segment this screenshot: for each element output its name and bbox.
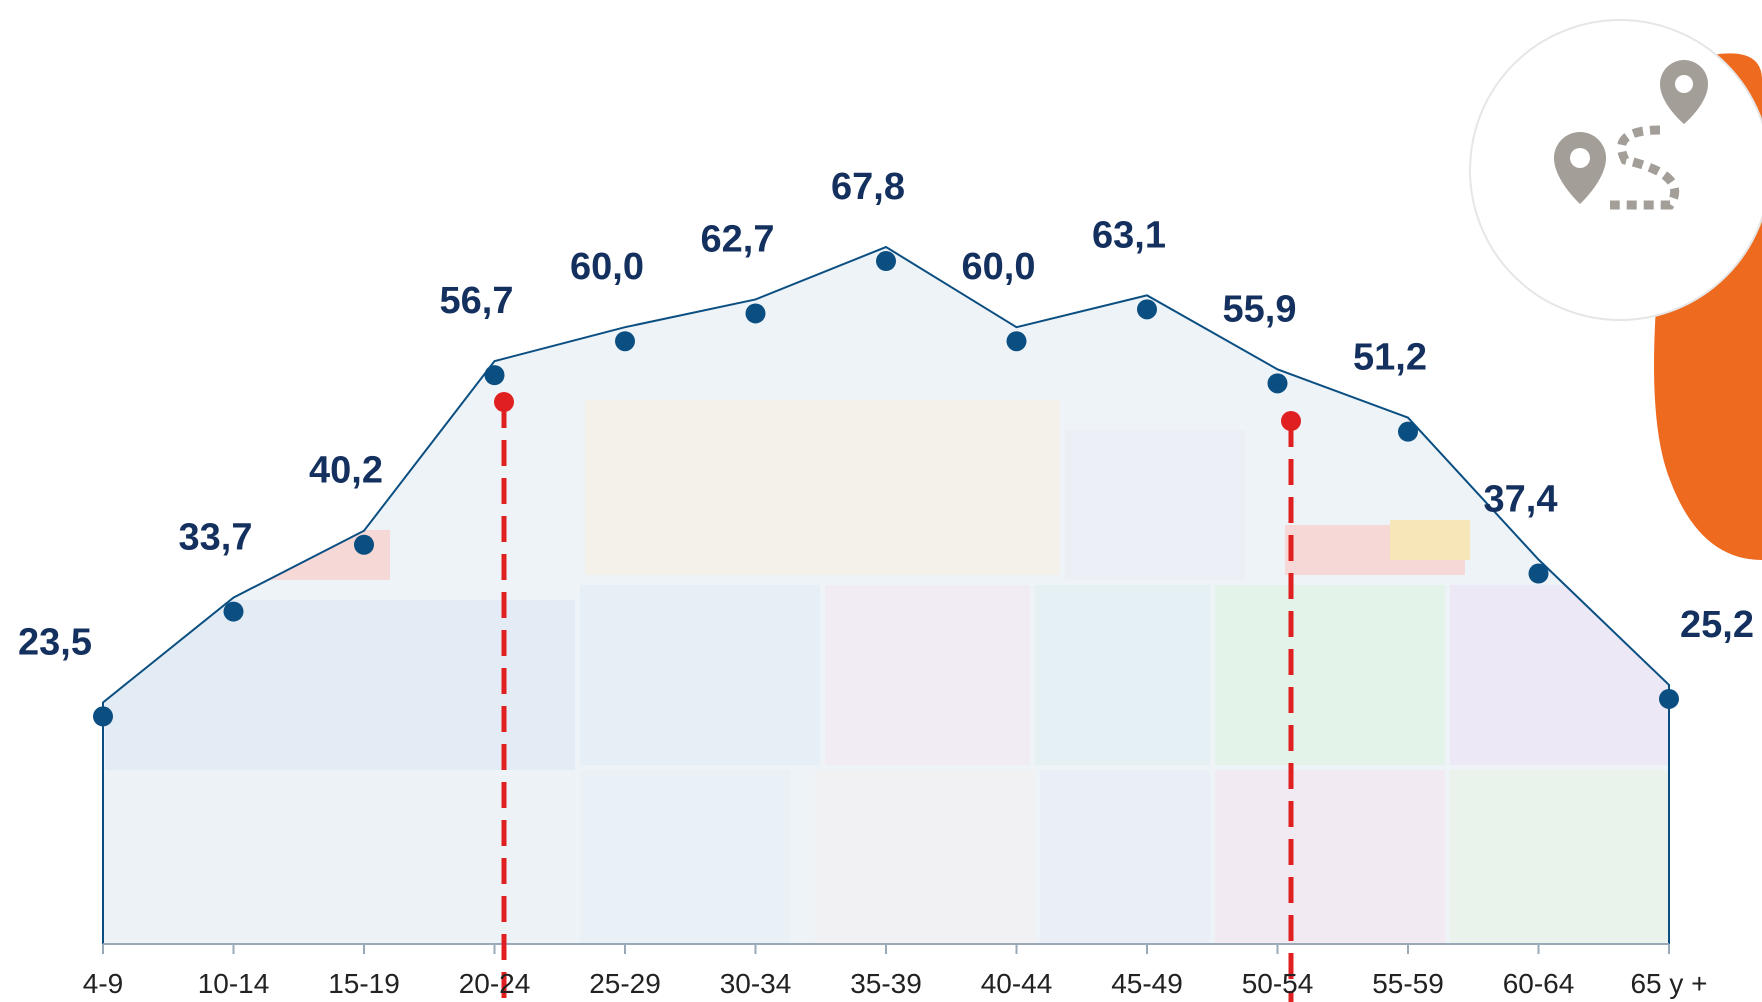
x-tick-label: 10-14 — [198, 968, 270, 999]
value-label: 40,2 — [309, 450, 383, 492]
data-point — [1006, 331, 1027, 352]
x-tick-label: 30-34 — [720, 968, 792, 999]
value-label: 56,7 — [440, 280, 514, 322]
data-point — [615, 331, 635, 352]
x-tick-label: 35-39 — [850, 968, 922, 999]
data-point — [1528, 563, 1549, 584]
value-label: 55,9 — [1223, 288, 1297, 330]
x-tick-label: 60-64 — [1503, 968, 1575, 999]
value-label: 60,0 — [570, 246, 644, 288]
value-label: 37,4 — [1484, 479, 1558, 521]
data-point — [1137, 299, 1157, 320]
data-point — [354, 534, 374, 555]
data-point — [484, 365, 505, 386]
x-tick-label: 25-29 — [589, 968, 661, 999]
value-label: 60,0 — [962, 246, 1036, 288]
data-point — [1398, 421, 1418, 442]
data-point — [1267, 373, 1288, 394]
data-point — [223, 601, 244, 622]
x-tick-label: 55-59 — [1372, 968, 1444, 999]
data-point — [745, 303, 766, 324]
x-tick-label: 50-54 — [1242, 968, 1314, 999]
value-label: 63,1 — [1092, 214, 1166, 256]
value-label: 33,7 — [179, 517, 253, 559]
x-tick-label: 65 y + — [1630, 968, 1707, 999]
illustration — [103, 247, 1669, 945]
x-tick-label: 40-44 — [981, 968, 1053, 999]
x-tick-label: 20-24 — [459, 968, 531, 999]
data-point — [876, 251, 896, 272]
x-tick-label: 45-49 — [1111, 968, 1183, 999]
marker-dot — [494, 392, 514, 412]
data-point — [93, 706, 113, 727]
x-tick-label: 15-19 — [328, 968, 400, 999]
route-icon — [1469, 19, 1762, 560]
x-tick-label: 4-9 — [83, 968, 123, 999]
area-outline — [102, 245, 1670, 945]
value-label: 67,8 — [831, 166, 905, 208]
value-label: 62,7 — [701, 218, 775, 260]
marker-dot — [1281, 411, 1301, 431]
value-label: 25,2 — [1680, 604, 1754, 646]
value-label: 23,5 — [18, 621, 92, 663]
value-label: 51,2 — [1353, 337, 1427, 379]
data-point — [1659, 688, 1679, 709]
